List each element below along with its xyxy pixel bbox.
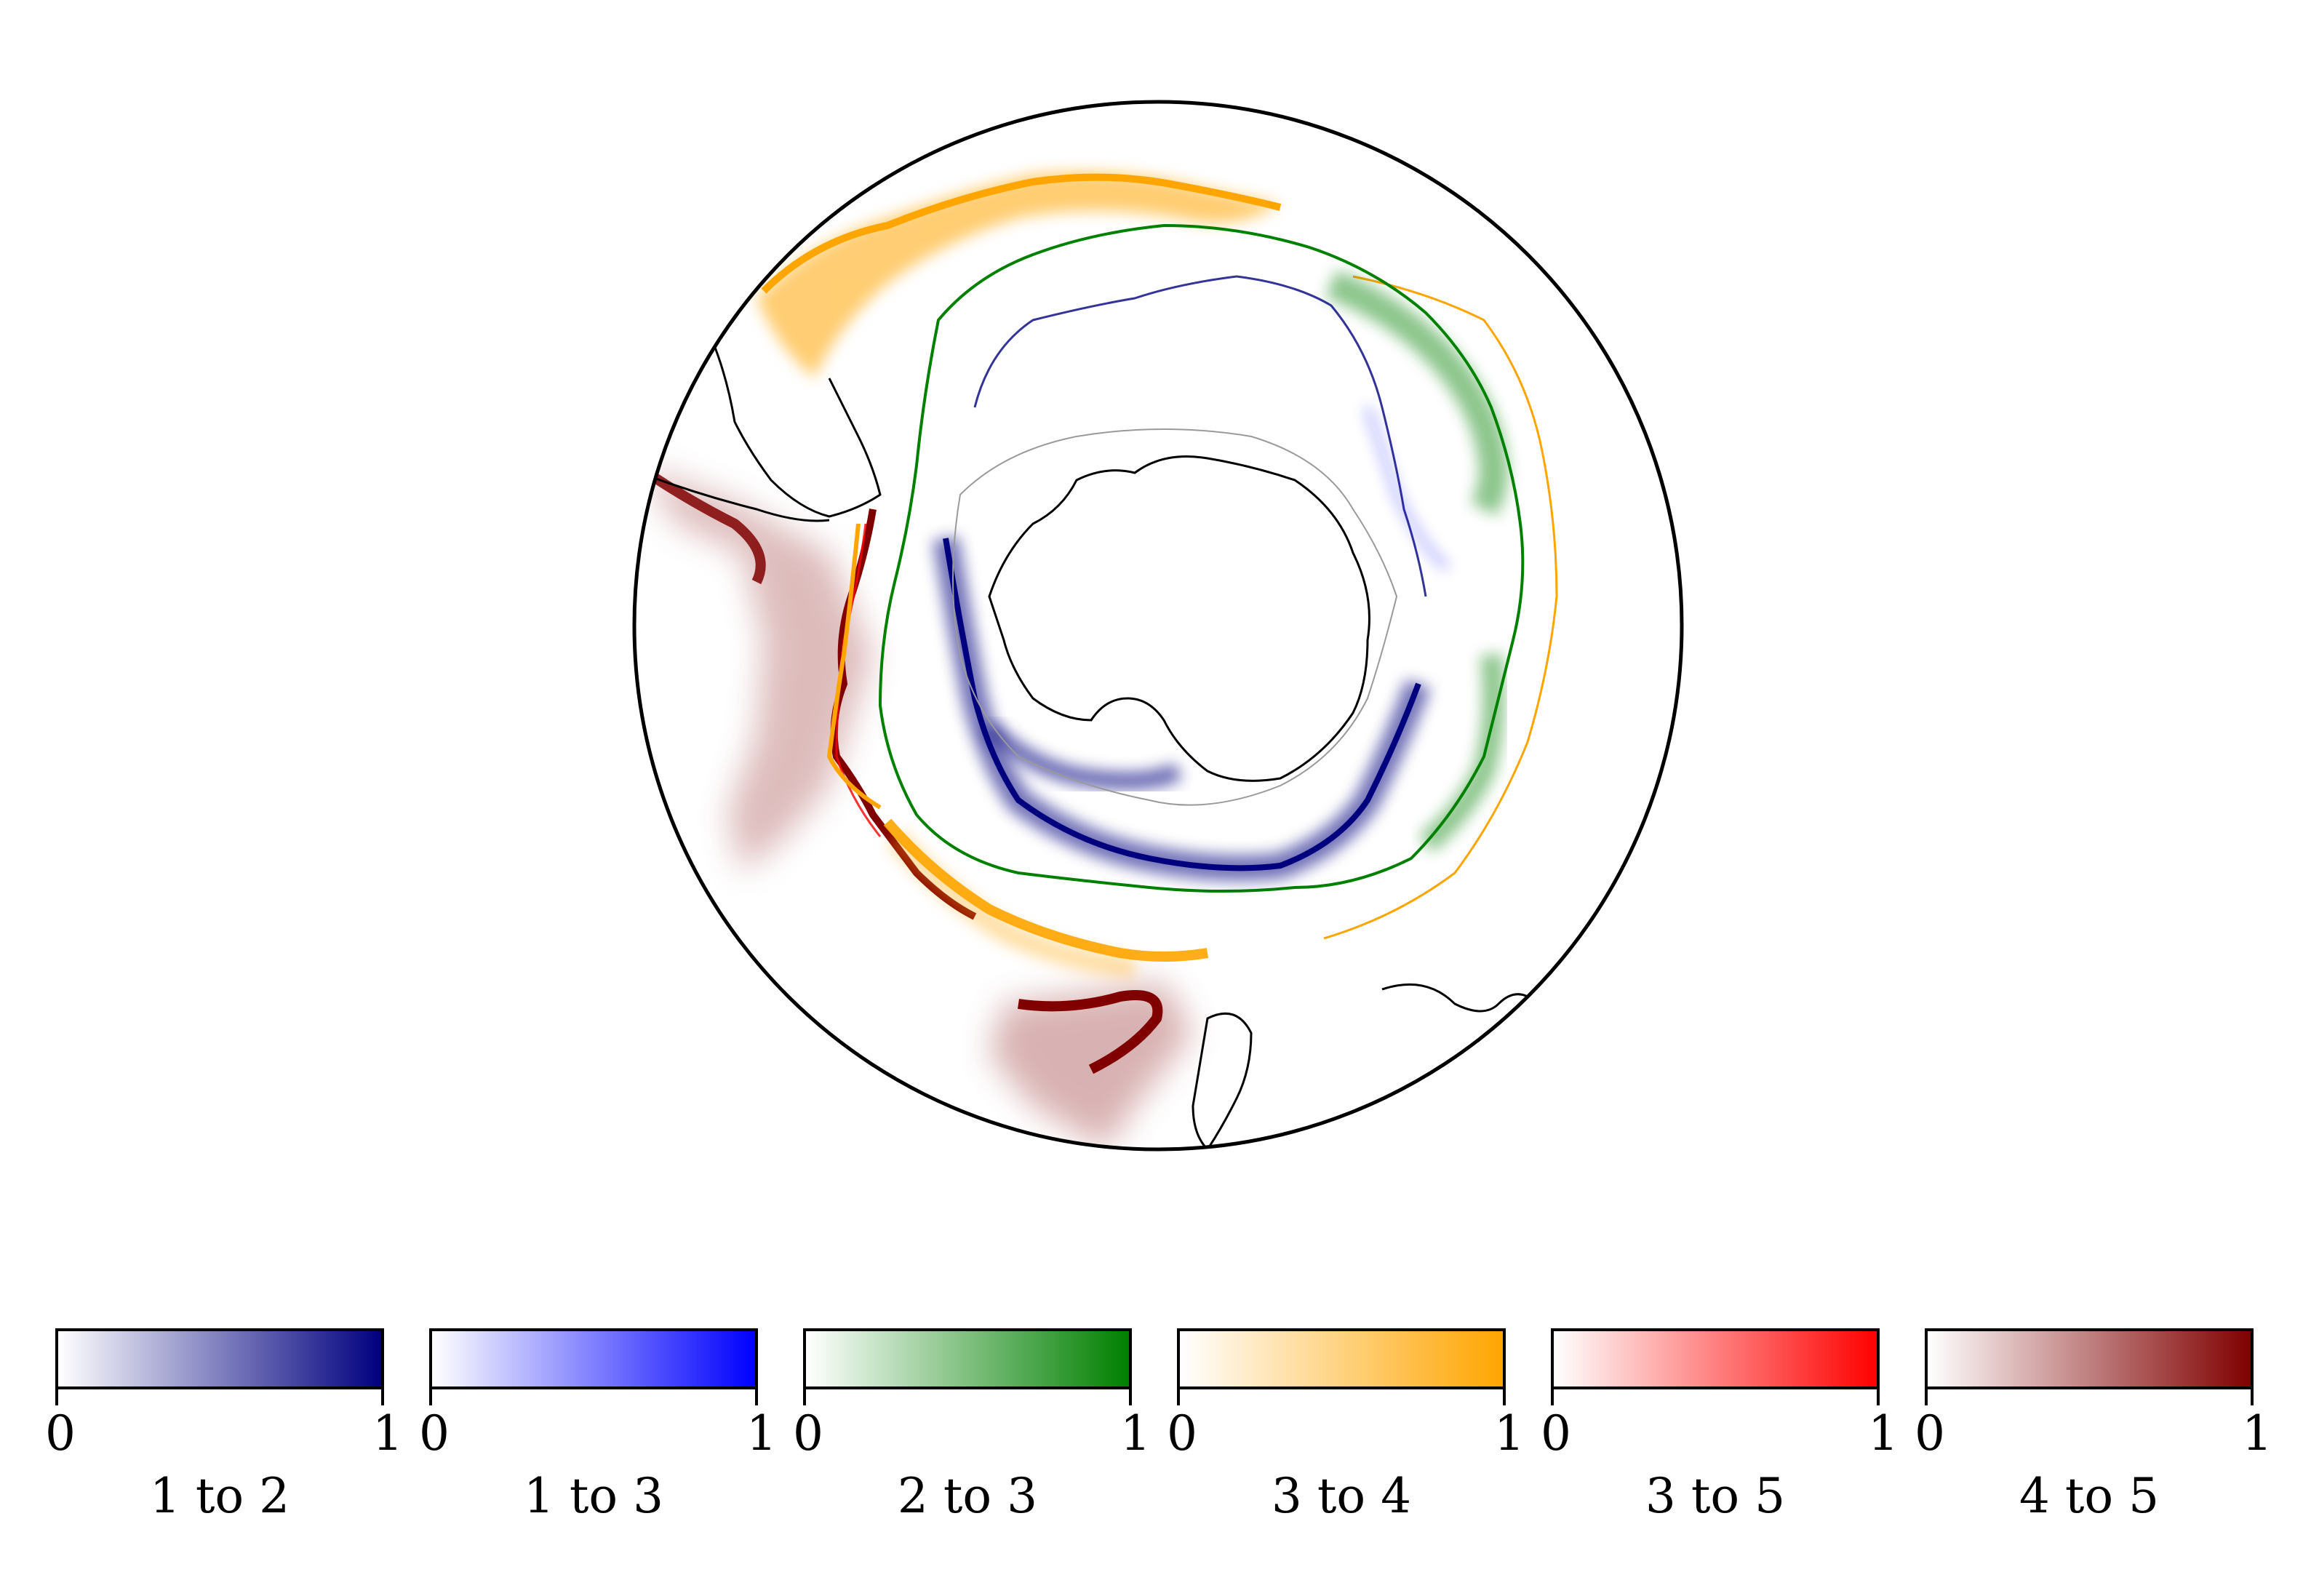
colorbar-1-to-3-tick-label-max: 1 (746, 1405, 777, 1461)
colorbar-1-to-2-tick-label-min: 0 (45, 1405, 76, 1461)
colorbar-3-to-5-tick-max (1877, 1389, 1880, 1405)
colorbar-4-to-5-gradient (1925, 1328, 2254, 1389)
australia-landmass (1381, 983, 1528, 1013)
colorbar-3-to-4-gradient (1177, 1328, 1506, 1389)
colorbar-1-to-3-tick-label-min: 0 (419, 1405, 450, 1461)
polar-map (632, 100, 1684, 1152)
antarctica-landmass (988, 455, 1370, 782)
colorbar-2-to-3-label: 2 to 3 (897, 1468, 1038, 1524)
colorbar-1-to-3-tick-max (755, 1389, 758, 1405)
colorbar-3-to-5-label: 3 to 5 (1645, 1468, 1786, 1524)
colorbar-1-to-2-tick-min (55, 1389, 58, 1405)
colorbar-2-to-3-tick-label-min: 0 (793, 1405, 823, 1461)
colorbar-1-to-3-tick-min (429, 1389, 432, 1405)
new-zealand-landmass (1192, 1012, 1253, 1149)
colorbar-1-to-2-gradient (55, 1328, 384, 1389)
colorbar-4-to-5-tick-label-min: 0 (1915, 1405, 1945, 1461)
colorbar-2-to-3-tick-label-max: 1 (1120, 1405, 1151, 1461)
colorbar-2-to-3-tick-min (803, 1389, 806, 1405)
band-4-to-5-zone (640, 466, 1193, 1149)
antarctic-shelf-contour (952, 428, 1398, 806)
colorbar-4-to-5-tick-min (1925, 1389, 1928, 1405)
colorbar-3-to-4-tick-min (1177, 1389, 1180, 1405)
globe-boundary (632, 100, 1684, 1152)
colorbar-3-to-4-tick-label-min: 0 (1167, 1405, 1197, 1461)
colorbar-4-to-5-tick-max (2251, 1389, 2254, 1405)
colorbar-3-to-4-tick-max (1503, 1389, 1506, 1405)
colorbar-3-to-5-gradient (1551, 1328, 1880, 1389)
colorbar-3-to-4-tick-label-max: 1 (1494, 1405, 1525, 1461)
band-2-to-3-zone (878, 223, 1525, 893)
band-1-to-3-zone (1365, 406, 1450, 570)
south-america-landmass (711, 341, 882, 518)
colorbar-2-to-3-gradient (803, 1328, 1132, 1389)
colorbar-2-to-3-tick-max (1129, 1389, 1132, 1405)
colorbar-3-to-5-tick-min (1551, 1389, 1554, 1405)
band-1-to-2-zone (933, 275, 1431, 882)
colorbar-1-to-2-tick-max (381, 1389, 384, 1405)
colorbar-1-to-3-gradient (429, 1328, 758, 1389)
colorbar-1-to-2-label: 1 to 2 (149, 1468, 290, 1524)
colorbar-1-to-2-tick-label-max: 1 (372, 1405, 403, 1461)
colorbar-4-to-5-tick-label-max: 1 (2242, 1405, 2272, 1461)
colorbar-3-to-5-tick-label-min: 0 (1541, 1405, 1571, 1461)
colorbar-4-to-5-label: 4 to 5 (2019, 1468, 2160, 1524)
band-3-to-4-zone (757, 172, 1558, 978)
colorbar-3-to-5-tick-label-max: 1 (1868, 1405, 1899, 1461)
colorbar-3-to-4-label: 3 to 4 (1271, 1468, 1412, 1524)
colorbar-1-to-3-label: 1 to 3 (523, 1468, 664, 1524)
